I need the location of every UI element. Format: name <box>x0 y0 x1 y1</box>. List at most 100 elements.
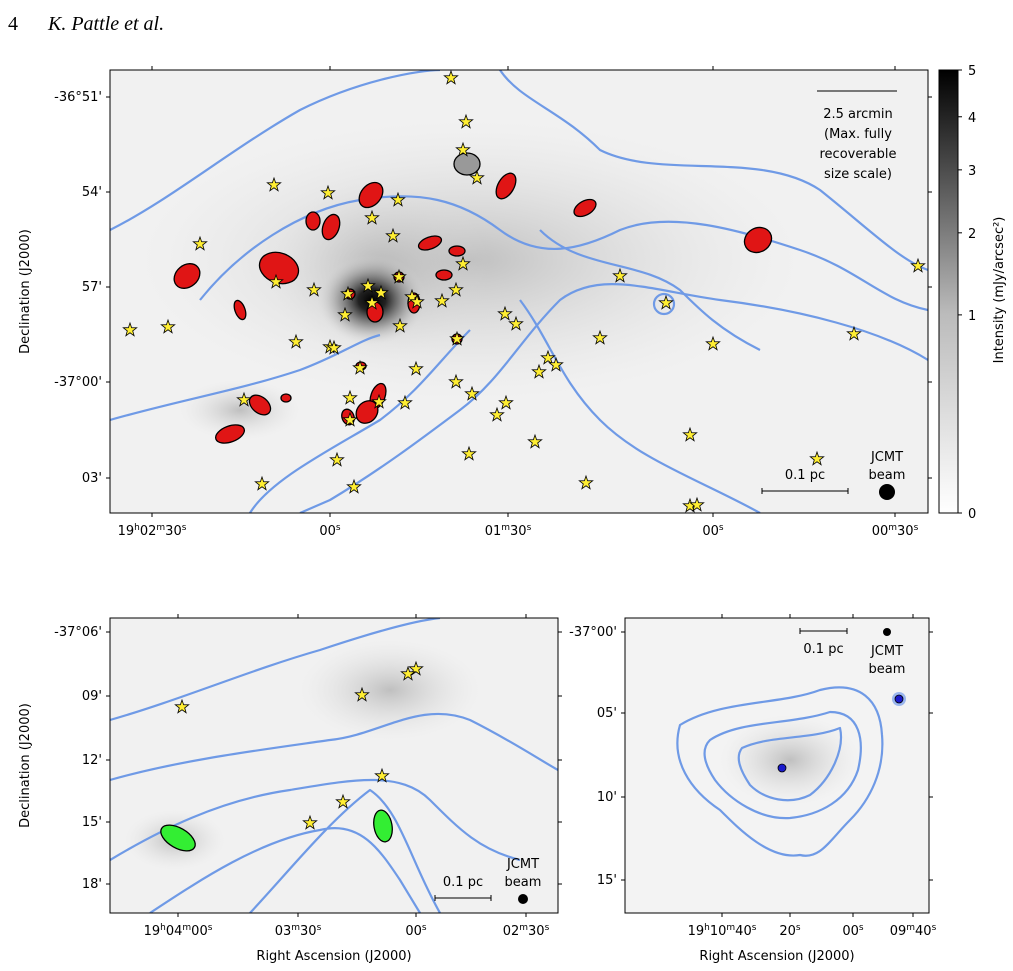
core-ellipse <box>305 211 321 231</box>
frame <box>624 617 930 914</box>
beam <box>883 628 891 636</box>
source-star <box>385 227 401 243</box>
dec-tick-label: 09' <box>82 689 102 704</box>
source-star <box>449 330 465 346</box>
ra-tick-label: 00s <box>319 523 341 539</box>
dec-tick-label: 10' <box>597 790 617 805</box>
source-star <box>192 235 208 251</box>
dec-tick-label: -36°51' <box>54 90 102 105</box>
source-star <box>461 445 477 461</box>
dec-tick-label: 54' <box>82 185 102 200</box>
source-star <box>689 496 705 512</box>
source-star <box>527 433 543 449</box>
colorbar-tick-label: 0 <box>968 507 976 522</box>
core-ellipse <box>435 269 453 281</box>
core-ellipse <box>743 226 773 254</box>
source-star <box>397 394 413 410</box>
colorbar <box>938 69 959 514</box>
source-star <box>846 325 862 341</box>
core-ellipse <box>160 824 196 852</box>
source-star <box>464 385 480 401</box>
core-ellipse <box>453 152 481 176</box>
core-ellipse <box>358 181 384 209</box>
source-star <box>254 475 270 491</box>
core-ellipse <box>373 809 393 843</box>
beam-label: JCMT <box>870 644 903 659</box>
source-star <box>469 169 485 185</box>
scale-label: 0.1 pc <box>785 468 825 483</box>
source-star <box>455 255 471 271</box>
source-star <box>364 294 380 310</box>
dec-tick-label: 57' <box>82 280 102 295</box>
source-star <box>612 267 628 283</box>
scale-label: 0.1 pc <box>443 875 483 890</box>
ra-tick-label: 01m30s <box>485 523 532 539</box>
source-star <box>326 339 342 355</box>
ra-tick-label: 20s <box>779 923 801 939</box>
source-star <box>371 393 387 409</box>
source-star <box>302 814 318 830</box>
source-star <box>448 281 464 297</box>
source-star <box>335 793 351 809</box>
source-star <box>531 363 547 379</box>
beam <box>879 484 895 500</box>
core-ellipse <box>417 235 443 251</box>
source-star <box>340 285 356 301</box>
map-bottom-left <box>110 618 558 913</box>
core-ellipse <box>233 299 247 321</box>
source-star <box>434 292 450 308</box>
source-star <box>705 335 721 351</box>
source-star <box>374 767 390 783</box>
colorbar-tick-label: 2 <box>968 227 976 242</box>
source-star <box>489 406 505 422</box>
source-star <box>373 284 389 300</box>
source-star <box>498 394 514 410</box>
source-star <box>174 698 190 714</box>
source-star <box>548 356 564 372</box>
source-star <box>497 305 513 321</box>
y-axis-label: Declination (J2000) <box>18 229 33 354</box>
core-ellipse <box>321 213 341 241</box>
source-star <box>342 389 358 405</box>
source-star <box>352 359 368 375</box>
dec-tick-label: 15' <box>82 815 102 830</box>
map-bottom-right <box>625 618 929 913</box>
dec-tick-label: -37°00' <box>569 625 617 640</box>
source-star <box>268 273 284 289</box>
source-star <box>236 391 252 407</box>
beam-label: beam <box>505 875 542 890</box>
core-ellipse <box>280 393 292 403</box>
core-ellipse <box>495 172 517 200</box>
frame <box>109 617 559 914</box>
source-star <box>160 318 176 334</box>
source-star <box>320 184 336 200</box>
beam <box>518 894 528 904</box>
page-number: 4 <box>8 13 18 35</box>
source-star <box>360 277 376 293</box>
source-star <box>288 333 304 349</box>
colorbar-tick-label: 4 <box>968 111 976 126</box>
scale-label: 0.1 pc <box>803 642 843 657</box>
source-star <box>578 474 594 490</box>
colorbar-tick-label: 5 <box>968 64 976 79</box>
source-star <box>455 141 471 157</box>
dec-tick-label: -37°06' <box>54 625 102 640</box>
ra-tick-label: 00s <box>405 923 427 939</box>
core-ellipse <box>248 394 272 416</box>
dec-tick-label: -37°00' <box>54 375 102 390</box>
colorbar-tick-label: 1 <box>968 309 976 324</box>
dec-tick-label: 18' <box>82 877 102 892</box>
scale-note: size scale) <box>824 167 892 182</box>
scale-note: 2.5 arcmin <box>823 107 893 122</box>
core-ellipse <box>448 245 466 257</box>
source-star <box>458 113 474 129</box>
source-star <box>392 317 408 333</box>
source-star <box>910 257 926 273</box>
colorbar-label: Intensity (mJy/arcsec²) <box>992 217 1007 364</box>
source-star <box>390 191 406 207</box>
ra-tick-label: 03m30s <box>275 923 322 939</box>
ra-tick-label: 19h02m30s <box>118 523 187 539</box>
source-star <box>337 306 353 322</box>
